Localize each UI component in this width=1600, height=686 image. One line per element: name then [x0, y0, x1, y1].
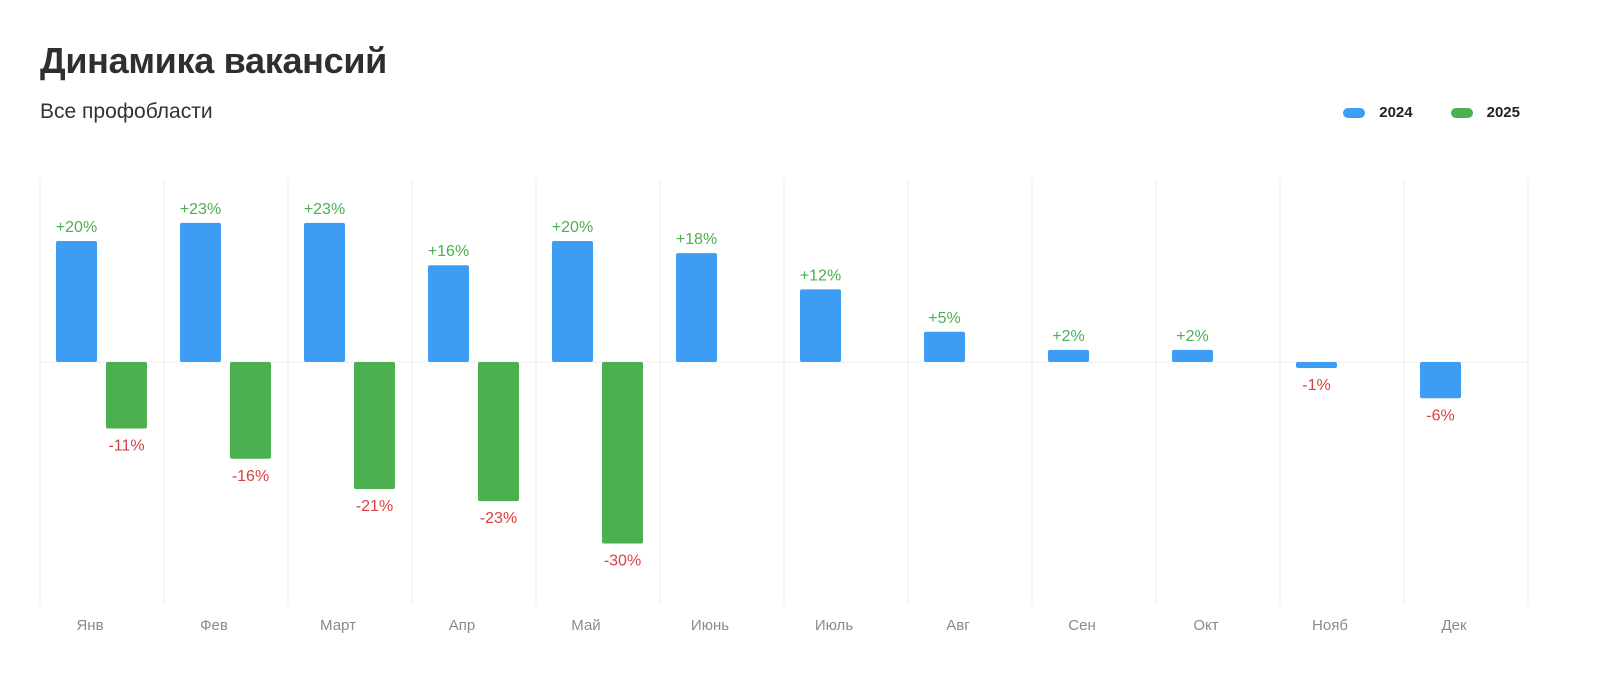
- bar-2024-Сен[interactable]: [1048, 349, 1089, 362]
- bar-2024-Апр[interactable]: [428, 265, 469, 362]
- x-tick-Июнь: Июнь: [691, 617, 729, 634]
- bar-2024-Фев[interactable]: [180, 222, 221, 362]
- data-label-2024-Фев: +23%: [180, 201, 221, 218]
- x-tick-Янв: Янв: [76, 617, 103, 634]
- bar-2025-Янв[interactable]: [106, 362, 147, 429]
- bar-2024-Янв[interactable]: [56, 241, 97, 362]
- data-label-2025-Май: -30%: [604, 553, 641, 570]
- data-label-2024-Дек: -6%: [1426, 407, 1454, 424]
- data-label-2024-Апр: +16%: [428, 243, 469, 260]
- bar-2025-Май[interactable]: [602, 362, 643, 544]
- legend-swatch-2025: [1450, 107, 1473, 118]
- x-tick-Окт: Окт: [1193, 617, 1218, 634]
- bars: [56, 222, 1461, 544]
- bar-2024-Дек[interactable]: [1420, 362, 1461, 399]
- x-tick-Авг: Авг: [946, 617, 970, 634]
- data-label-2024-Нояб: -1%: [1302, 377, 1330, 394]
- data-label-2024-Март: +23%: [304, 201, 345, 218]
- bar-2024-Май[interactable]: [552, 241, 593, 362]
- chart-title: Динамика вакансий: [40, 40, 387, 81]
- bar-2024-Июнь[interactable]: [676, 253, 717, 362]
- x-tick-Июль: Июль: [815, 617, 853, 634]
- legend-item-2024[interactable]: 2024: [1343, 104, 1413, 121]
- x-tick-Май: Май: [571, 617, 600, 634]
- x-tick-Фев: Фев: [200, 617, 228, 634]
- data-label-2025-Март: -21%: [356, 498, 393, 515]
- legend-label-2024: 2024: [1379, 104, 1413, 121]
- legend-swatch-2024: [1343, 107, 1366, 118]
- data-label-2024-Июль: +12%: [800, 267, 841, 284]
- legend-item-2025[interactable]: 2025: [1450, 104, 1520, 121]
- grid: [39, 180, 1529, 604]
- legend-label-2025: 2025: [1486, 104, 1520, 121]
- data-label-2024-Авг: +5%: [928, 310, 960, 327]
- data-label-2024-Сен: +2%: [1052, 328, 1084, 345]
- bar-2025-Фев[interactable]: [230, 362, 271, 459]
- data-label-2025-Апр: -23%: [480, 510, 517, 527]
- bar-2024-Окт[interactable]: [1172, 349, 1213, 362]
- data-label-2025-Фев: -16%: [232, 468, 269, 485]
- data-labels: +20% +23% +23% +16% +20% +18% +12% +5% +2% +2% -1%…: [56, 201, 1455, 570]
- bar-2024-Нояб[interactable]: [1296, 362, 1337, 369]
- data-label-2024-Май: +20%: [552, 219, 593, 236]
- x-tick-Апр: Апр: [449, 617, 475, 634]
- data-label-2024-Окт: +2%: [1176, 328, 1208, 345]
- chart-subtitle: Все профобласти: [40, 100, 213, 123]
- bar-2024-Авг[interactable]: [924, 331, 965, 362]
- data-label-2024-Июнь: +18%: [676, 231, 717, 248]
- x-tick-Дек: Дек: [1441, 617, 1467, 634]
- data-label-2025-Янв: -11%: [108, 438, 144, 455]
- legend: 2024 2025: [1343, 104, 1520, 121]
- x-tick-Сен: Сен: [1068, 617, 1095, 634]
- bar-2024-Июль[interactable]: [800, 289, 841, 362]
- bar-2025-Март[interactable]: [354, 362, 395, 490]
- bar-2025-Апр[interactable]: [478, 362, 519, 502]
- x-tick-Март: Март: [320, 617, 356, 634]
- x-axis-ticks: Янв Фев Март Апр Май Июнь Июль Авг Сен Окт Нояб Дек: [76, 617, 1467, 634]
- data-label-2024-Янв: +20%: [56, 219, 97, 236]
- x-tick-Нояб: Нояб: [1312, 617, 1348, 634]
- bar-2024-Март[interactable]: [304, 222, 345, 362]
